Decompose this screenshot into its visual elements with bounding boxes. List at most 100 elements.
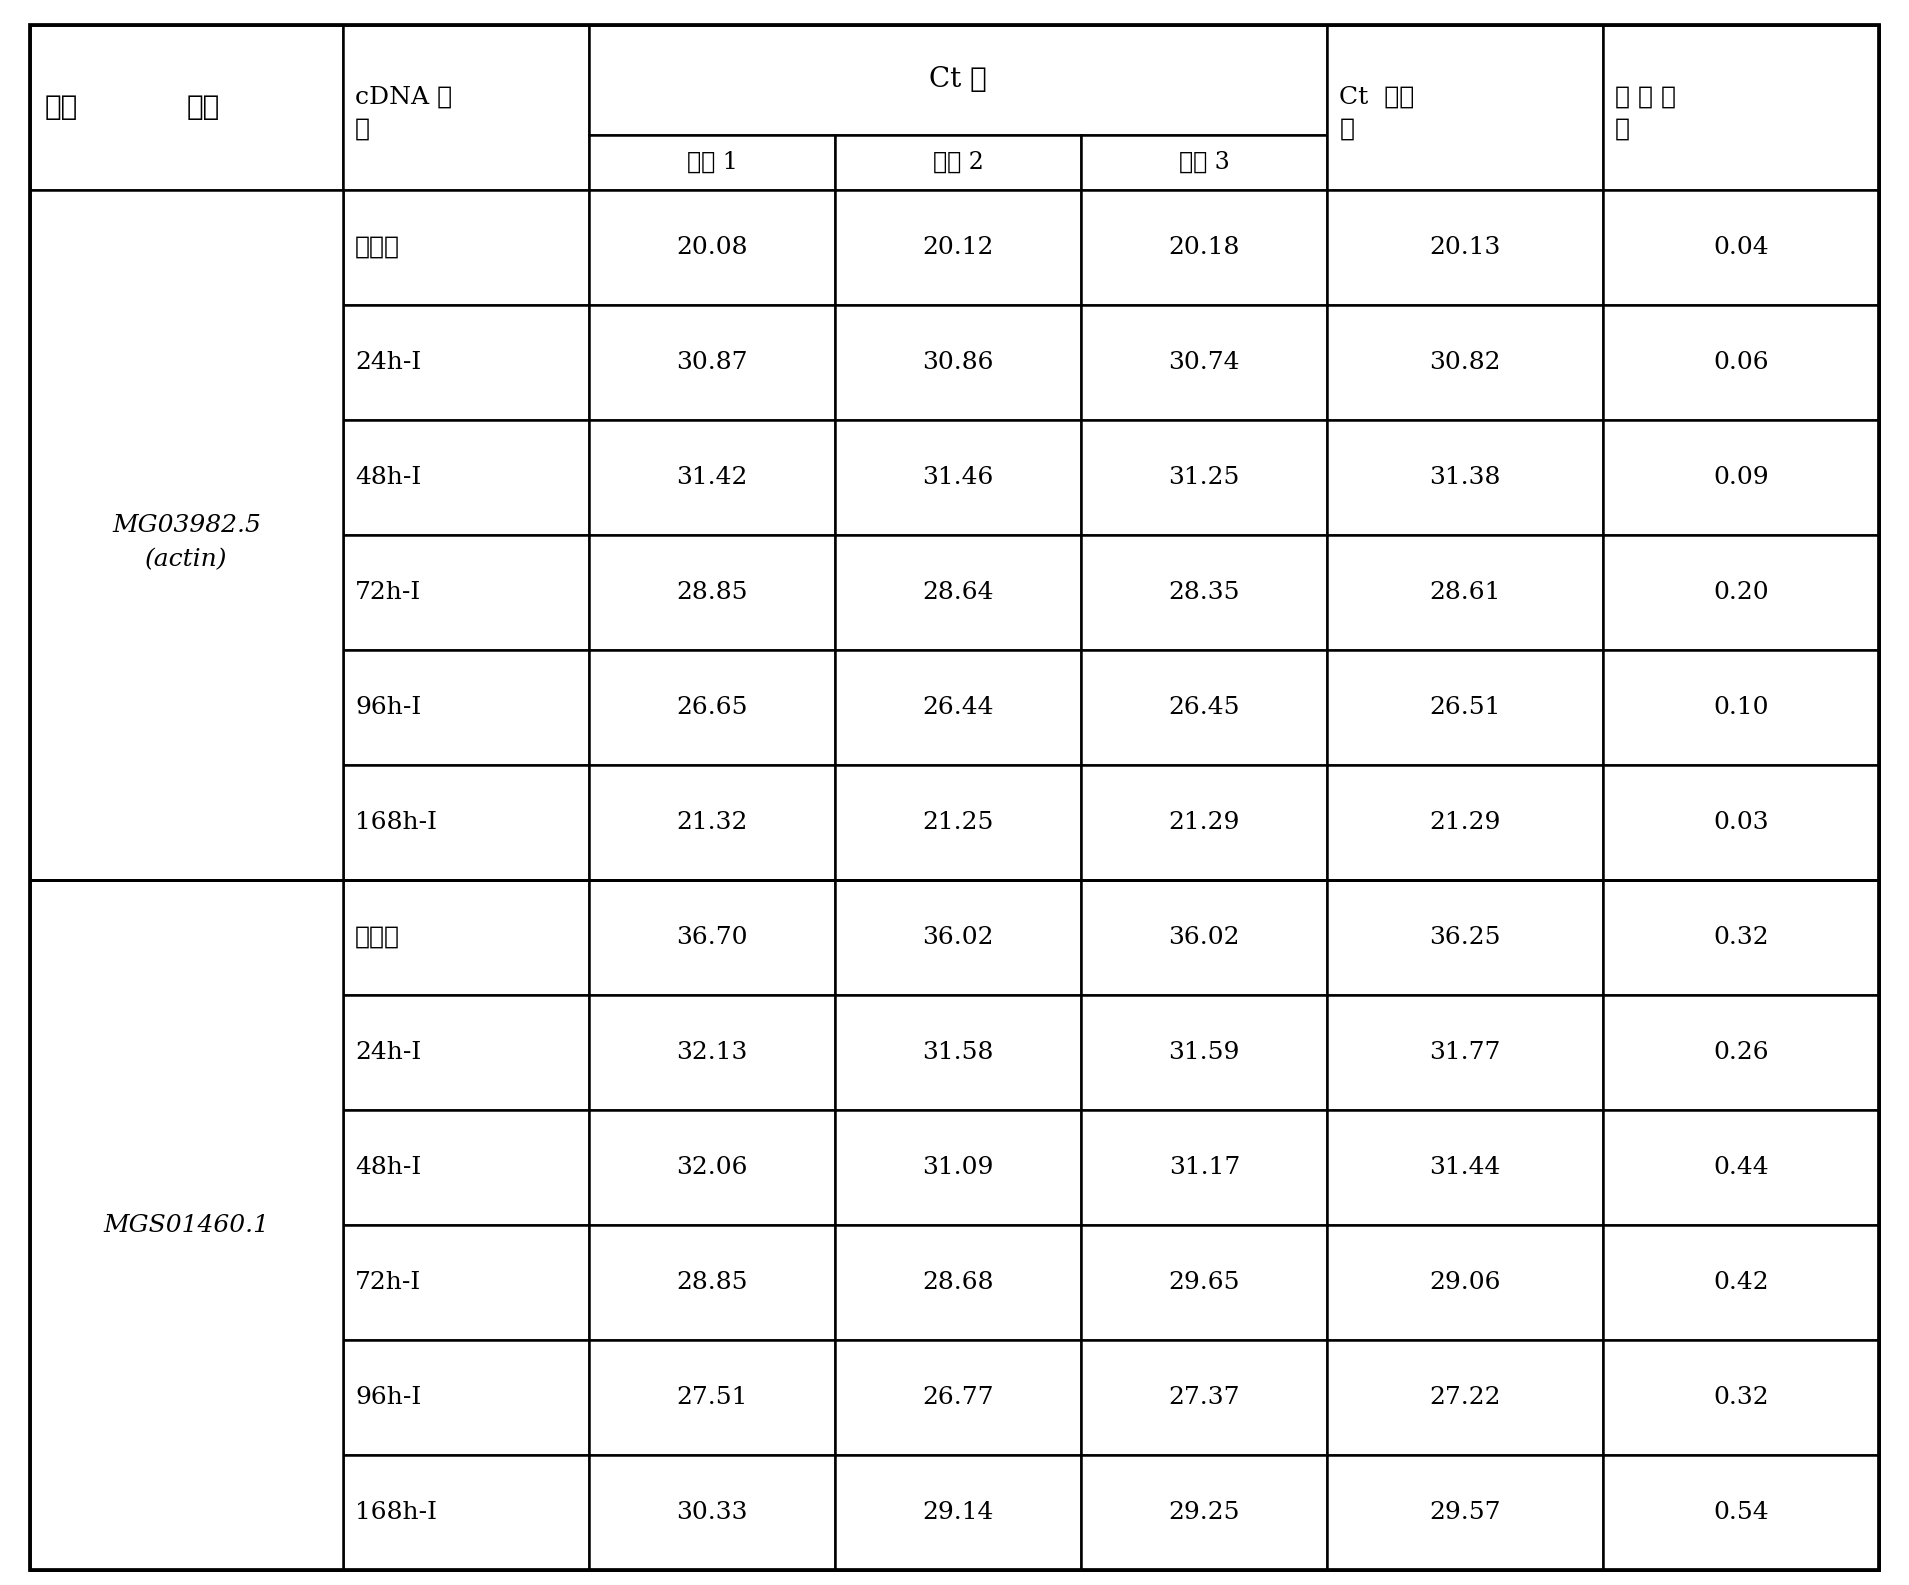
Text: 29.65: 29.65: [1168, 1271, 1241, 1293]
Bar: [1080, 766, 1327, 880]
Text: 20.13: 20.13: [1430, 236, 1500, 258]
Text: 29.25: 29.25: [1168, 1501, 1241, 1525]
Text: 96h-I: 96h-I: [355, 696, 422, 720]
Text: 24h-I: 24h-I: [355, 1041, 422, 1064]
Text: 31.44: 31.44: [1430, 1155, 1500, 1179]
Bar: [1327, 304, 1604, 420]
Text: 31.42: 31.42: [676, 466, 748, 490]
Text: 36.02: 36.02: [1168, 926, 1241, 949]
Bar: [344, 420, 590, 536]
Text: 29.57: 29.57: [1430, 1501, 1500, 1525]
Bar: [1327, 1455, 1604, 1571]
Bar: [590, 135, 836, 190]
Text: 30.74: 30.74: [1168, 350, 1241, 374]
Bar: [1604, 1339, 1878, 1455]
Bar: [1080, 1225, 1327, 1339]
Bar: [836, 1110, 1080, 1225]
Bar: [590, 536, 836, 650]
Text: 0.54: 0.54: [1712, 1501, 1770, 1525]
Text: 168h-I: 168h-I: [355, 812, 437, 834]
Text: MG03982.5: MG03982.5: [113, 514, 262, 536]
Bar: [344, 880, 590, 995]
Text: 菌丝体: 菌丝体: [355, 236, 401, 258]
Text: 基因: 基因: [46, 94, 78, 120]
Bar: [590, 1455, 836, 1571]
Bar: [31, 25, 344, 190]
Bar: [344, 25, 590, 190]
Text: 21.25: 21.25: [922, 812, 995, 834]
Text: cDNA 样: cDNA 样: [355, 86, 452, 109]
Text: 31.59: 31.59: [1168, 1041, 1241, 1064]
Bar: [1604, 420, 1878, 536]
Text: 0.04: 0.04: [1712, 236, 1770, 258]
Text: 21.29: 21.29: [1430, 812, 1500, 834]
Text: 0.06: 0.06: [1712, 350, 1770, 374]
Bar: [344, 1455, 590, 1571]
Text: 值: 值: [1340, 117, 1353, 141]
Bar: [344, 766, 590, 880]
Text: Ct  平均: Ct 平均: [1340, 86, 1415, 109]
Text: 31.58: 31.58: [922, 1041, 995, 1064]
Text: 重复 3: 重复 3: [1180, 151, 1229, 174]
Bar: [836, 650, 1080, 766]
Text: 31.46: 31.46: [922, 466, 995, 490]
Bar: [590, 880, 836, 995]
Text: 28.64: 28.64: [922, 582, 995, 604]
Text: 30.86: 30.86: [922, 350, 995, 374]
Text: 28.35: 28.35: [1168, 582, 1241, 604]
Bar: [836, 1455, 1080, 1571]
Text: 重复 2: 重复 2: [934, 151, 983, 174]
Text: 基因: 基因: [187, 94, 220, 120]
Text: 36.70: 36.70: [676, 926, 748, 949]
Bar: [344, 650, 590, 766]
Bar: [344, 190, 590, 304]
Bar: [344, 1110, 590, 1225]
Bar: [836, 536, 1080, 650]
Bar: [31, 880, 344, 1571]
Text: 26.45: 26.45: [1168, 696, 1241, 720]
Text: 菌丝体: 菌丝体: [355, 926, 401, 949]
Text: 20.12: 20.12: [922, 236, 995, 258]
Bar: [1327, 995, 1604, 1110]
Bar: [1604, 995, 1878, 1110]
Bar: [344, 304, 590, 420]
Text: 0.32: 0.32: [1712, 926, 1770, 949]
Bar: [1604, 1225, 1878, 1339]
Text: 26.77: 26.77: [922, 1385, 995, 1409]
Bar: [836, 420, 1080, 536]
Text: 26.44: 26.44: [922, 696, 995, 720]
Text: 0.20: 0.20: [1712, 582, 1770, 604]
Text: 0.42: 0.42: [1712, 1271, 1770, 1293]
Bar: [590, 25, 1327, 135]
Bar: [1327, 1110, 1604, 1225]
Text: 21.32: 21.32: [676, 812, 748, 834]
Bar: [590, 190, 836, 304]
Bar: [1327, 1339, 1604, 1455]
Bar: [1080, 650, 1327, 766]
Bar: [836, 304, 1080, 420]
Bar: [836, 135, 1080, 190]
Text: 31.77: 31.77: [1430, 1041, 1500, 1064]
Bar: [1327, 650, 1604, 766]
Bar: [344, 1339, 590, 1455]
Text: 30.33: 30.33: [676, 1501, 748, 1525]
Text: MGS01460.1: MGS01460.1: [103, 1214, 269, 1236]
Bar: [1327, 766, 1604, 880]
Text: 重复 1: 重复 1: [687, 151, 737, 174]
Bar: [836, 190, 1080, 304]
Bar: [1080, 1339, 1327, 1455]
Bar: [1604, 25, 1878, 190]
Text: 26.51: 26.51: [1430, 696, 1500, 720]
Text: 0.03: 0.03: [1712, 812, 1770, 834]
Text: 29.06: 29.06: [1430, 1271, 1500, 1293]
Text: 31.38: 31.38: [1430, 466, 1500, 490]
Bar: [590, 766, 836, 880]
Text: 28.61: 28.61: [1430, 582, 1500, 604]
Text: 48h-I: 48h-I: [355, 1155, 422, 1179]
Bar: [590, 304, 836, 420]
Text: 31.09: 31.09: [922, 1155, 995, 1179]
Bar: [31, 190, 344, 880]
Bar: [590, 995, 836, 1110]
Text: 48h-I: 48h-I: [355, 466, 422, 490]
Text: 72h-I: 72h-I: [355, 582, 422, 604]
